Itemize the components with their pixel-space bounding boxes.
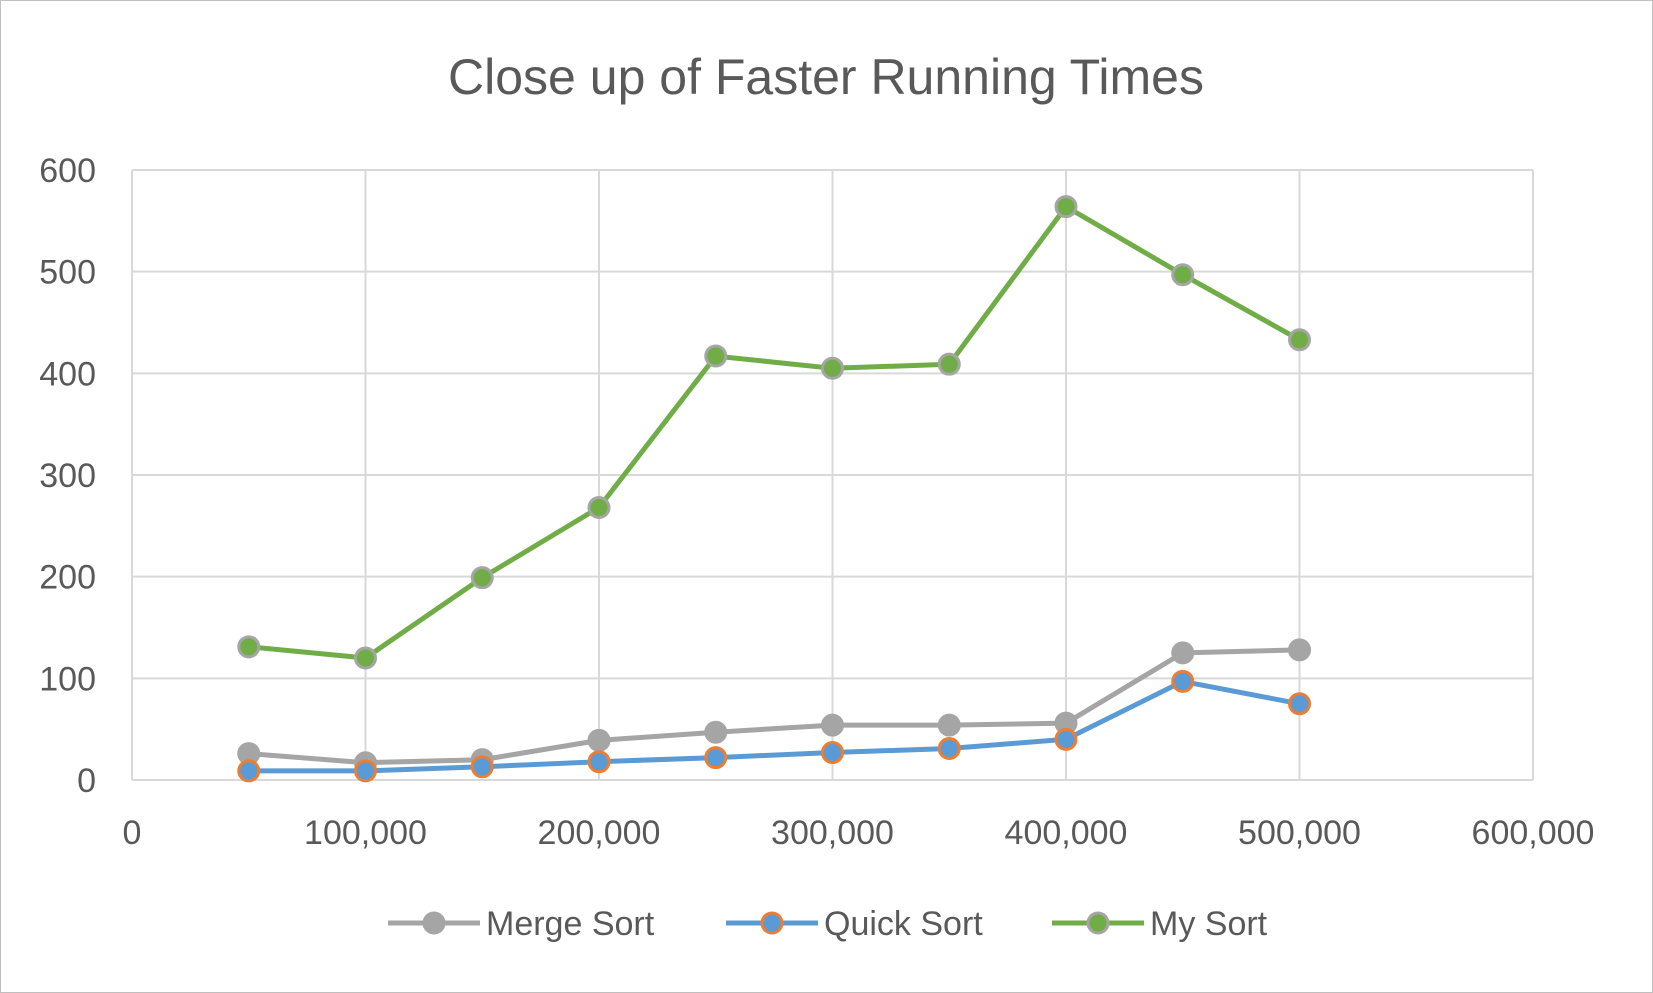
series-line — [246, 678, 1302, 774]
x-tick-label: 600,000 — [1472, 814, 1595, 852]
data-point — [237, 635, 261, 659]
data-point — [470, 755, 494, 779]
series-group — [237, 195, 1311, 783]
y-tick-label: 300 — [39, 457, 96, 495]
data-point — [587, 496, 611, 520]
data-point — [821, 713, 844, 737]
data-point — [704, 746, 728, 770]
legend-marker — [422, 911, 446, 935]
legend-label: My Sort — [1150, 905, 1268, 943]
data-point — [1288, 638, 1311, 662]
legend-label: Merge Sort — [486, 905, 655, 943]
gridlines — [131, 169, 1534, 781]
data-point — [587, 750, 611, 774]
x-tick-label: 300,000 — [771, 814, 894, 852]
data-point — [1288, 692, 1311, 716]
legend: Merge Sort Quick Sort My Sort — [388, 905, 1268, 943]
data-point — [1288, 328, 1311, 352]
y-tick-label: 600 — [39, 152, 96, 190]
data-point — [1054, 195, 1078, 219]
x-tick-label: 400,000 — [1005, 814, 1128, 852]
legend-marker — [1086, 911, 1110, 935]
data-point — [937, 736, 961, 760]
y-tick-label: 400 — [39, 355, 96, 393]
data-point — [354, 759, 377, 783]
data-point — [470, 566, 494, 590]
data-point — [1054, 727, 1078, 751]
data-point — [937, 352, 961, 376]
data-point — [1171, 669, 1195, 693]
series-line — [246, 204, 1302, 661]
legend-label: Quick Sort — [824, 905, 983, 943]
x-tick-label: 100,000 — [304, 814, 427, 852]
x-tick-label: 0 — [123, 814, 142, 852]
y-tick-label: 100 — [39, 660, 96, 698]
x-tick-label: 200,000 — [538, 814, 661, 852]
data-point — [1171, 263, 1195, 287]
y-axis-ticks: 0 100 200 300 400 500 600 — [39, 152, 96, 800]
data-point — [821, 356, 844, 380]
y-tick-label: 500 — [39, 254, 96, 292]
data-point — [354, 646, 377, 670]
y-tick-label: 0 — [77, 762, 96, 800]
data-point — [1171, 641, 1195, 665]
data-point — [704, 720, 728, 744]
x-tick-label: 500,000 — [1238, 814, 1361, 852]
series-line — [246, 647, 1302, 766]
data-point — [937, 713, 961, 737]
y-tick-label: 200 — [39, 559, 96, 597]
data-point — [587, 728, 611, 752]
chart-title: Close up of Faster Running Times — [448, 49, 1204, 105]
data-point — [821, 741, 844, 765]
data-point — [704, 344, 728, 368]
x-axis-ticks: 0 100,000 200,000 300,000 400,000 500,000 600,… — [123, 814, 1595, 852]
legend-marker — [760, 911, 784, 935]
data-point — [237, 759, 261, 783]
